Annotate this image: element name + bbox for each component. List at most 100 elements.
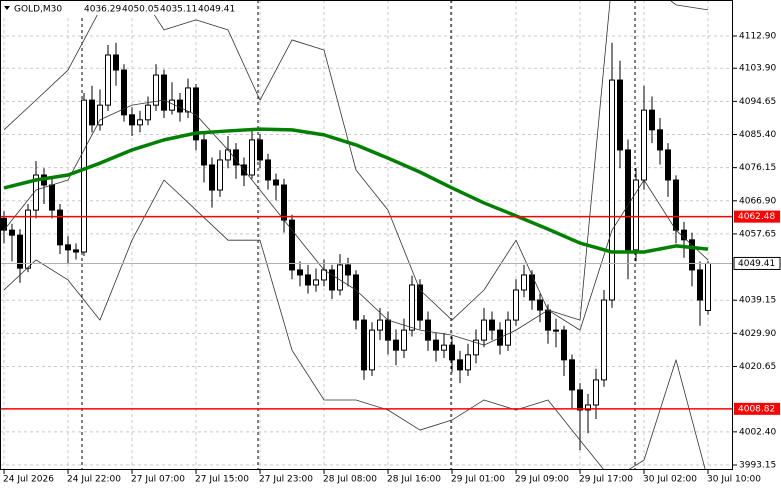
axes: 4112.90 4103.90 4094.65 4085.40 4076.15 4066.… <box>3 32 781 485</box>
candle-body <box>689 239 695 271</box>
candle-body <box>465 354 471 371</box>
x-tick-label: 29 Jul 17:00 <box>579 475 633 485</box>
candle-body <box>113 54 119 71</box>
candle-body <box>577 389 583 411</box>
y-tick-label: 4076.15 <box>739 163 776 173</box>
x-tick-label: 28 Jul 16:00 <box>387 475 441 485</box>
level-label-bg <box>734 402 780 415</box>
period-separators <box>81 0 636 470</box>
y-tick-label: 4039.15 <box>739 296 776 306</box>
candle-body <box>89 99 95 126</box>
candle-body <box>697 269 703 301</box>
candle-body <box>313 279 319 286</box>
x-tick-label: 28 Jul 08:00 <box>323 475 377 485</box>
band-line <box>3 179 706 470</box>
candle-body <box>289 219 295 271</box>
candle-body <box>185 87 191 113</box>
plot-frame <box>0 0 733 470</box>
candle-body <box>537 299 543 311</box>
candle-body <box>9 229 15 236</box>
header-icon <box>4 6 10 10</box>
candle-body <box>585 404 591 411</box>
candle-body <box>201 139 207 166</box>
candle-body <box>209 164 215 191</box>
candle-body <box>73 249 79 253</box>
candle-body <box>705 262 711 311</box>
quote-open: 4036.29 <box>84 5 121 15</box>
candle-body <box>449 344 455 361</box>
candle-body <box>401 329 407 351</box>
candle-body <box>305 274 311 286</box>
candle-body <box>105 54 111 106</box>
y-tick-label: 4020.65 <box>739 362 776 372</box>
x-tick-label: 24 Jul 2026 <box>3 475 54 485</box>
candle-body <box>561 329 567 361</box>
candle-body <box>417 284 423 321</box>
y-tick-label: 4057.65 <box>739 229 776 239</box>
quote-high: 4050.05 <box>122 5 159 15</box>
candle-body <box>353 274 359 321</box>
candle-body <box>145 104 151 121</box>
price-label-bg <box>733 256 781 270</box>
candle-body <box>681 229 687 241</box>
candle-body <box>601 299 607 381</box>
candle-body <box>297 269 303 276</box>
candle-body <box>169 99 175 111</box>
candle-body <box>121 69 127 116</box>
candle-body <box>657 129 663 151</box>
candle-body <box>217 159 223 191</box>
x-tick-label: 29 Jul 09:00 <box>515 475 569 485</box>
candle-body <box>433 339 439 351</box>
candle-body <box>17 234 23 269</box>
x-tick-label: 29 Jul 01:00 <box>451 475 505 485</box>
band-line <box>3 99 709 346</box>
candle-body <box>337 264 343 291</box>
candle-body <box>521 274 527 291</box>
quote-close: 4049.41 <box>198 5 235 15</box>
candle-body <box>385 319 391 341</box>
candle-body <box>361 319 367 371</box>
candle-body <box>641 109 647 181</box>
header-bg <box>1 1 251 15</box>
y-tick-label: 4112.90 <box>739 32 776 42</box>
candle-body <box>177 99 183 113</box>
y-tick-label: 4094.65 <box>739 97 776 107</box>
y-tick-label: 4085.40 <box>739 130 776 140</box>
candle-body <box>553 329 559 332</box>
candle-body <box>633 179 639 251</box>
candle-body <box>273 179 279 186</box>
candle-body <box>625 149 631 251</box>
candle-body <box>665 149 671 181</box>
candle-body <box>161 74 167 111</box>
candle-body <box>97 104 103 126</box>
candle-body <box>593 379 599 406</box>
candle-body <box>441 344 447 351</box>
candle-body <box>609 79 615 301</box>
candle-body <box>425 319 431 341</box>
candle-body <box>81 99 87 253</box>
x-tick-label: 30 Jul 02:00 <box>643 475 697 485</box>
candle-body <box>377 319 383 331</box>
candle-body <box>649 109 655 131</box>
price-label: 4049.41 <box>738 259 775 269</box>
candle-body <box>225 149 231 161</box>
candle-body <box>569 359 575 391</box>
candle-body <box>513 289 519 321</box>
candle-body <box>617 79 623 151</box>
y-tick-label: 4029.90 <box>739 329 776 339</box>
candle-body <box>57 209 63 246</box>
y-tick-label: 4002.40 <box>739 427 776 437</box>
candle-body <box>281 184 287 221</box>
candle-body <box>673 179 679 231</box>
candle-body <box>473 339 479 356</box>
candle-body <box>129 114 135 126</box>
candle-body <box>49 184 55 211</box>
candle-body <box>249 139 255 176</box>
symbol: GOLD,M30 <box>14 5 62 15</box>
x-tick-label: 27 Jul 23:00 <box>259 475 313 485</box>
level-label: 4008.82 <box>738 404 775 414</box>
level-label-bg <box>734 210 780 223</box>
y-tick-label: 3993.15 <box>739 460 776 470</box>
candle-body <box>137 119 143 126</box>
